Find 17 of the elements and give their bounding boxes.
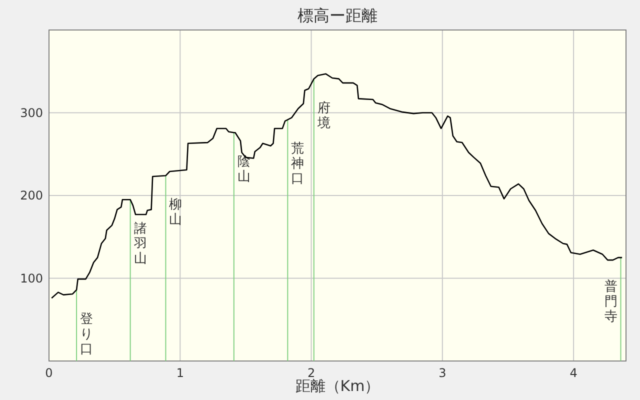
- y-tick-label: 100: [20, 271, 43, 286]
- x-axis-title: 距離（Km）: [295, 377, 380, 395]
- x-tick-label: 1: [176, 366, 184, 380]
- ref-line-label: 諸羽山: [132, 222, 147, 267]
- chart-title: 標高ー距離: [298, 6, 378, 25]
- ref-line-label: 荒神口: [291, 142, 304, 187]
- ref-line-label: 陰山: [237, 154, 250, 185]
- x-tick-label: 4: [570, 366, 578, 380]
- x-tick-label: 3: [438, 366, 446, 380]
- ref-line-label: 普門寺: [604, 278, 618, 325]
- x-tick-label: 2: [307, 366, 316, 380]
- y-tick-label: 200: [20, 188, 43, 202]
- ref-line-label: 柳山: [169, 198, 182, 228]
- y-tick-label: 300: [20, 106, 43, 120]
- x-tick-label: 0: [45, 366, 53, 380]
- ref-line-label: 登り口: [80, 312, 94, 357]
- ref-line-label: 府境: [316, 100, 330, 131]
